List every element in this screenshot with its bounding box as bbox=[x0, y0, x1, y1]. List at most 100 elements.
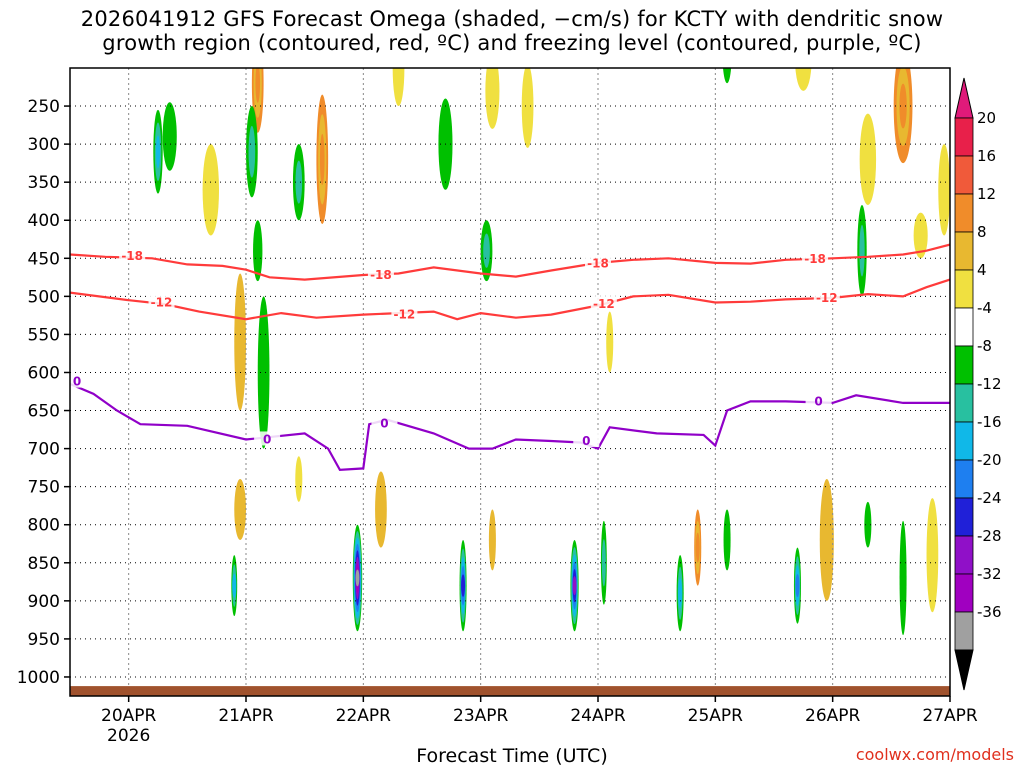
contour-label-bg bbox=[590, 295, 617, 310]
omega-cell bbox=[156, 135, 160, 169]
colorbar-level-label: 20 bbox=[977, 109, 996, 127]
omega-cell bbox=[601, 539, 606, 587]
omega-cell bbox=[695, 532, 700, 563]
omega-cell bbox=[236, 492, 244, 527]
contour-label: 0 bbox=[582, 434, 590, 448]
y-tick-label: 850 bbox=[28, 554, 60, 574]
omega-cell bbox=[122, 0, 136, 45]
contour-label: -18 bbox=[804, 252, 826, 266]
contour-label: 0 bbox=[73, 375, 81, 389]
contour-label-bg bbox=[802, 251, 829, 266]
omega-cell bbox=[377, 487, 385, 532]
contour-label: -18 bbox=[121, 249, 143, 263]
contour-label: 0 bbox=[263, 432, 271, 446]
omega-cell bbox=[461, 574, 466, 597]
colorbar-level-label: -36 bbox=[977, 603, 1002, 621]
colorbar-swatch bbox=[954, 231, 974, 271]
colorbar-level-label: 4 bbox=[977, 261, 987, 279]
contour-line bbox=[70, 382, 950, 472]
colorbar-swatch bbox=[954, 497, 974, 537]
x-axis: 20APR 21APR 22APR 23APR 24APR 25APR 26APR 27APR… bbox=[101, 696, 978, 746]
contour-label-bg bbox=[805, 393, 832, 408]
x-tick-year-label: 2026 bbox=[107, 726, 150, 746]
contour-label-bg bbox=[585, 255, 611, 270]
omega-cell bbox=[521, 68, 534, 148]
omega-cell bbox=[899, 83, 907, 129]
contour-label: 0 bbox=[814, 394, 822, 408]
colorbar-level-label: -24 bbox=[977, 489, 1002, 507]
omega-cell bbox=[859, 224, 865, 277]
colorbar-swatch bbox=[954, 117, 974, 157]
contour-label-bg bbox=[813, 289, 840, 304]
y-tick-label: 800 bbox=[28, 516, 60, 536]
colorbar-level-label: -32 bbox=[977, 565, 1002, 583]
y-tick-label: 950 bbox=[28, 630, 60, 650]
omega-cell bbox=[295, 456, 303, 502]
colorbar-level-label: -28 bbox=[977, 527, 1002, 545]
omega-cell bbox=[899, 520, 907, 636]
colorbar-swatch bbox=[954, 611, 974, 651]
y-tick-label: 1000 bbox=[17, 668, 60, 688]
contour-label-bg bbox=[573, 432, 600, 447]
source-credit[interactable]: coolwx.com/models bbox=[855, 745, 1014, 764]
x-tick-label: 21APR bbox=[218, 706, 274, 726]
y-tick-label: 900 bbox=[28, 592, 60, 612]
omega-cell bbox=[485, 68, 500, 129]
omega-cell bbox=[248, 125, 256, 178]
contour-label: -12 bbox=[593, 297, 615, 311]
y-tick-label: 300 bbox=[28, 135, 60, 155]
chart-title-line-2: growth region (contoured, red, ºC) and f… bbox=[102, 31, 922, 55]
colorbar: 20 16 12 8 4 -4 -8 -12 -16 -20 -24 -28 -32 -36 bbox=[954, 77, 1002, 691]
contour-label: -18 bbox=[370, 268, 392, 282]
x-tick-label: 20APR bbox=[101, 706, 157, 726]
omega-cell bbox=[162, 102, 177, 171]
colorbar-level-label: -4 bbox=[977, 299, 992, 317]
contour-label-bg bbox=[119, 248, 146, 263]
colorbar-level-label: 16 bbox=[977, 147, 996, 165]
colorbar-level-label: -8 bbox=[977, 337, 992, 355]
omega-cell bbox=[926, 498, 939, 613]
omega-cell bbox=[232, 573, 237, 598]
y-axis: 250 300 350 400 450 500 550 600 650 700 750 800 850 9… bbox=[17, 97, 70, 688]
omega-cell bbox=[125, 0, 133, 29]
omega-cell bbox=[236, 303, 244, 381]
colorbar-swatch bbox=[954, 383, 974, 423]
omega-cell bbox=[859, 113, 877, 206]
contour-label: -12 bbox=[816, 291, 838, 305]
omega-cell bbox=[490, 522, 495, 558]
x-tick-label: 23APR bbox=[453, 706, 509, 726]
omega-cell bbox=[202, 144, 220, 236]
omega-cell bbox=[392, 68, 405, 107]
y-tick-label: 400 bbox=[28, 211, 60, 231]
ground-surface bbox=[70, 686, 950, 696]
x-tick-label: 25APR bbox=[688, 706, 744, 726]
contour-label-bg bbox=[254, 431, 281, 446]
omega-cell bbox=[224, 0, 233, 38]
plot-frame bbox=[69, 67, 951, 697]
colorbar-level-label: -12 bbox=[977, 375, 1002, 393]
colorbar-swatch bbox=[954, 155, 974, 195]
omega-cell bbox=[822, 505, 831, 575]
omega-cell bbox=[606, 311, 614, 373]
colorbar-swatch bbox=[954, 345, 974, 385]
y-tick-label: 350 bbox=[28, 173, 60, 193]
colorbar-level-label: -20 bbox=[977, 451, 1002, 469]
omega-cell bbox=[723, 68, 732, 84]
y-tick-label: 650 bbox=[28, 402, 60, 422]
contour-label-bg bbox=[70, 373, 91, 388]
plot-gridlines bbox=[70, 68, 951, 696]
colorbar-swatch bbox=[954, 421, 974, 461]
x-tick-label: 24APR bbox=[570, 706, 626, 726]
contour-label: -12 bbox=[394, 308, 416, 322]
contour-lines: -18 -18 -18 -18 -12 -12 -12 -12 0 0 0 0 0 bbox=[70, 243, 950, 472]
colorbar-swatch bbox=[954, 573, 974, 613]
omega-cell bbox=[355, 569, 360, 587]
y-tick-label: 600 bbox=[28, 363, 60, 383]
y-tick-label: 700 bbox=[28, 440, 60, 460]
y-tick-label: 250 bbox=[28, 97, 60, 117]
omega-cell bbox=[572, 576, 577, 596]
omega-cell bbox=[253, 220, 263, 282]
colorbar-swatch bbox=[954, 459, 974, 499]
colorbar-top-arrow bbox=[954, 77, 974, 119]
